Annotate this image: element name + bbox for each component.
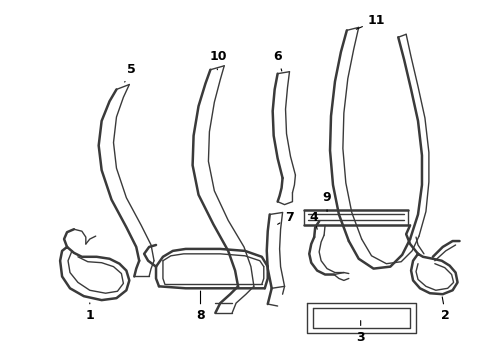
Text: 10: 10 xyxy=(210,50,227,70)
Text: 4: 4 xyxy=(310,211,318,229)
Text: 1: 1 xyxy=(85,303,94,322)
Text: 8: 8 xyxy=(196,291,205,322)
Text: 9: 9 xyxy=(323,191,331,212)
Text: 11: 11 xyxy=(356,14,385,29)
Text: 2: 2 xyxy=(441,297,450,322)
Text: 7: 7 xyxy=(278,211,294,224)
Text: 6: 6 xyxy=(273,50,282,71)
Text: 5: 5 xyxy=(124,63,136,82)
Text: 3: 3 xyxy=(356,321,365,344)
